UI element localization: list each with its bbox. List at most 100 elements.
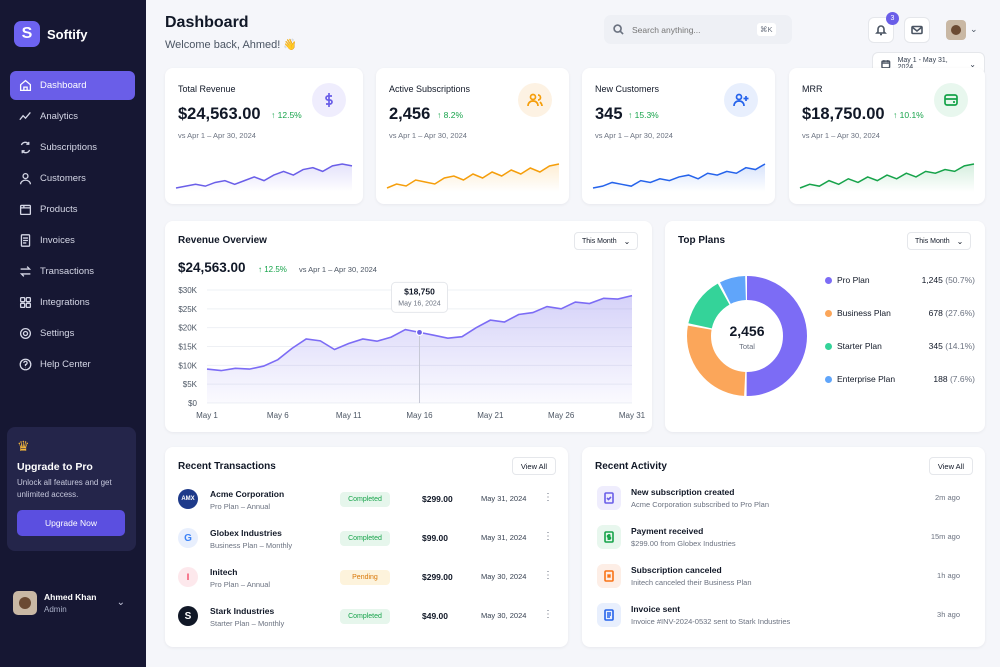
activity-description: Invoice #INV-2024-0532 sent to Stark Ind… <box>631 617 791 626</box>
user-role: Admin <box>44 605 67 614</box>
legend-swatch <box>825 310 832 317</box>
x-tick-label: May 26 <box>548 411 575 420</box>
transaction-company: Acme Corporation <box>210 489 285 499</box>
table-row[interactable]: AMX Acme Corporation Pro Plan – Annual C… <box>178 487 554 517</box>
status-badge: Completed <box>340 492 390 507</box>
sidebar-item-help-center[interactable]: Help Center <box>10 350 135 379</box>
x-tick-label: May 16 <box>406 411 433 420</box>
brand-name: Softify <box>47 26 88 42</box>
company-logo: AMX <box>178 489 198 509</box>
sidebar-item-dashboard[interactable]: Dashboard <box>10 71 135 100</box>
transaction-amount: $299.00 <box>422 572 453 582</box>
sidebar-item-analytics[interactable]: Analytics <box>10 102 135 131</box>
sidebar-item-settings[interactable]: Settings <box>10 319 135 348</box>
transaction-company: Stark Industries <box>210 606 275 616</box>
sidebar-item-label: Settings <box>40 328 75 339</box>
transaction-amount: $49.00 <box>422 611 448 621</box>
user-profile[interactable]: Ahmed Khan Admin ⌄ <box>13 589 133 617</box>
x-tick-label: May 1 <box>196 411 218 420</box>
transaction-plan: Starter Plan – Monthly <box>210 619 285 628</box>
more-options-icon[interactable]: ⋮ <box>543 570 553 581</box>
list-item[interactable]: Payment received $299.00 from Globex Ind… <box>597 525 960 555</box>
kpi-sparkline <box>386 163 560 192</box>
dropdown-label: This Month <box>582 237 617 245</box>
upgrade-card: ♛ Upgrade to Pro Unlock all features and… <box>7 427 136 551</box>
more-options-icon[interactable]: ⋮ <box>543 531 553 542</box>
legend-item: Enterprise Plan 188 (7.6%) <box>825 373 975 387</box>
date-range-picker[interactable]: May 1 - May 31, 2024 ⌄ <box>872 52 985 76</box>
notifications-button[interactable]: 3 <box>868 12 899 43</box>
activity-description: $299.00 from Globex Industries <box>631 539 736 548</box>
plans-donut-chart[interactable] <box>677 266 817 406</box>
bell-icon <box>875 25 887 36</box>
transaction-plan: Business Plan – Monthly <box>210 541 293 550</box>
home-icon <box>19 79 32 92</box>
plans-range-dropdown[interactable]: This Month ⌄ <box>907 232 972 250</box>
view-all-transactions-button[interactable]: View All <box>511 457 556 475</box>
x-tick-label: May 21 <box>477 411 504 420</box>
table-row[interactable]: I Initech Pro Plan – Annual Pending $299… <box>178 565 554 595</box>
table-row[interactable]: S Stark Industries Starter Plan – Monthl… <box>178 604 554 634</box>
list-item[interactable]: Invoice sent Invoice #INV-2024-0532 sent… <box>597 603 960 633</box>
kpi-value: $24,563.00 <box>178 105 261 123</box>
x-tick-label: May 31 <box>619 411 646 420</box>
avatar <box>13 591 37 615</box>
chevron-down-icon[interactable]: ⌄ <box>970 24 978 34</box>
page-header: Dashboard Welcome back, Ahmed! 👋 <box>165 14 297 51</box>
legend-count: 678 (27.6%) <box>928 308 975 318</box>
more-options-icon[interactable]: ⋮ <box>543 492 553 503</box>
transaction-company: Initech <box>210 567 238 577</box>
kpi-compare: vs Apr 1 – Apr 30, 2024 <box>595 131 673 140</box>
list-item[interactable]: New subscription created Acme Corporatio… <box>597 486 960 516</box>
revenue-chart[interactable]: $0 $5K $10K $15K $20K $25K $30K May 1 May 6 May 1… <box>165 221 652 432</box>
activity-time: 2m ago <box>934 493 960 502</box>
chevron-down-icon: ⌄ <box>623 236 631 246</box>
sparkline-line <box>386 163 560 189</box>
header-avatar[interactable] <box>946 20 966 40</box>
search-bar[interactable]: ⌘K <box>604 15 792 44</box>
y-tick-label: $0 <box>188 399 197 408</box>
legend-name: Pro Plan <box>837 275 870 285</box>
sidebar-item-label: Help Center <box>40 359 91 370</box>
kpi-compare: vs Apr 1 – Apr 30, 2024 <box>389 131 467 140</box>
kpi-compare: vs Apr 1 – Apr 30, 2024 <box>802 131 880 140</box>
sidebar-item-customers[interactable]: Customers <box>10 164 135 193</box>
sidebar-item-transactions[interactable]: Transactions <box>10 257 135 286</box>
activity-title: New subscription created <box>631 487 735 497</box>
top-plans-card: Top Plans This Month ⌄ 2,456 Total Pro Pl… <box>665 221 985 432</box>
calendar-icon <box>881 60 891 69</box>
kpi-label: MRR <box>802 84 823 94</box>
kpi-sparkline <box>799 163 975 192</box>
legend-name: Enterprise Plan <box>837 374 896 384</box>
messages-button[interactable] <box>904 17 930 43</box>
products-icon <box>19 204 32 216</box>
sparkline-area <box>593 164 765 192</box>
activity-description: Initech canceled their Business Plan <box>631 578 752 587</box>
upgrade-button[interactable]: Upgrade Now <box>17 510 125 536</box>
list-item[interactable]: Subscription canceled Initech canceled t… <box>597 564 960 594</box>
transaction-plan: Pro Plan – Annual <box>210 502 271 511</box>
chevron-down-icon[interactable]: ⌄ <box>116 597 125 608</box>
kpi-value: 345 <box>595 105 623 123</box>
activity-title: Subscription canceled <box>631 565 722 575</box>
kpi-sparkline <box>175 163 353 192</box>
kpi-card-revenue: Total Revenue $24,563.00 ↑ 12.5% vs Apr … <box>165 68 363 204</box>
subscriptions-icon <box>20 141 31 154</box>
sidebar-item-invoices[interactable]: Invoices <box>10 226 135 255</box>
revenue-range-dropdown[interactable]: This Month ⌄ <box>574 232 639 250</box>
brand[interactable]: S Softify <box>14 21 87 47</box>
sidebar-item-subscriptions[interactable]: Subscriptions <box>10 133 135 162</box>
kpi-label: Total Revenue <box>178 84 236 94</box>
more-options-icon[interactable]: ⋮ <box>543 609 553 620</box>
sidebar-item-integrations[interactable]: Integrations <box>10 288 135 317</box>
search-input[interactable] <box>632 24 757 35</box>
kpi-delta: ↑ 10.1% <box>893 110 924 120</box>
sparkline-line <box>799 163 975 189</box>
view-all-activity-button[interactable]: View All <box>928 457 973 475</box>
donut-total-label: Total <box>739 342 755 351</box>
transaction-date: May 30, 2024 <box>481 572 527 581</box>
table-row[interactable]: G Globex Industries Business Plan – Mont… <box>178 526 554 556</box>
sidebar-item-products[interactable]: Products <box>10 195 135 224</box>
kpi-card-active-subscriptions: Active Subscriptions 2,456 ↑ 8.2% vs Apr… <box>376 68 569 204</box>
transaction-date: May 30, 2024 <box>481 611 527 620</box>
